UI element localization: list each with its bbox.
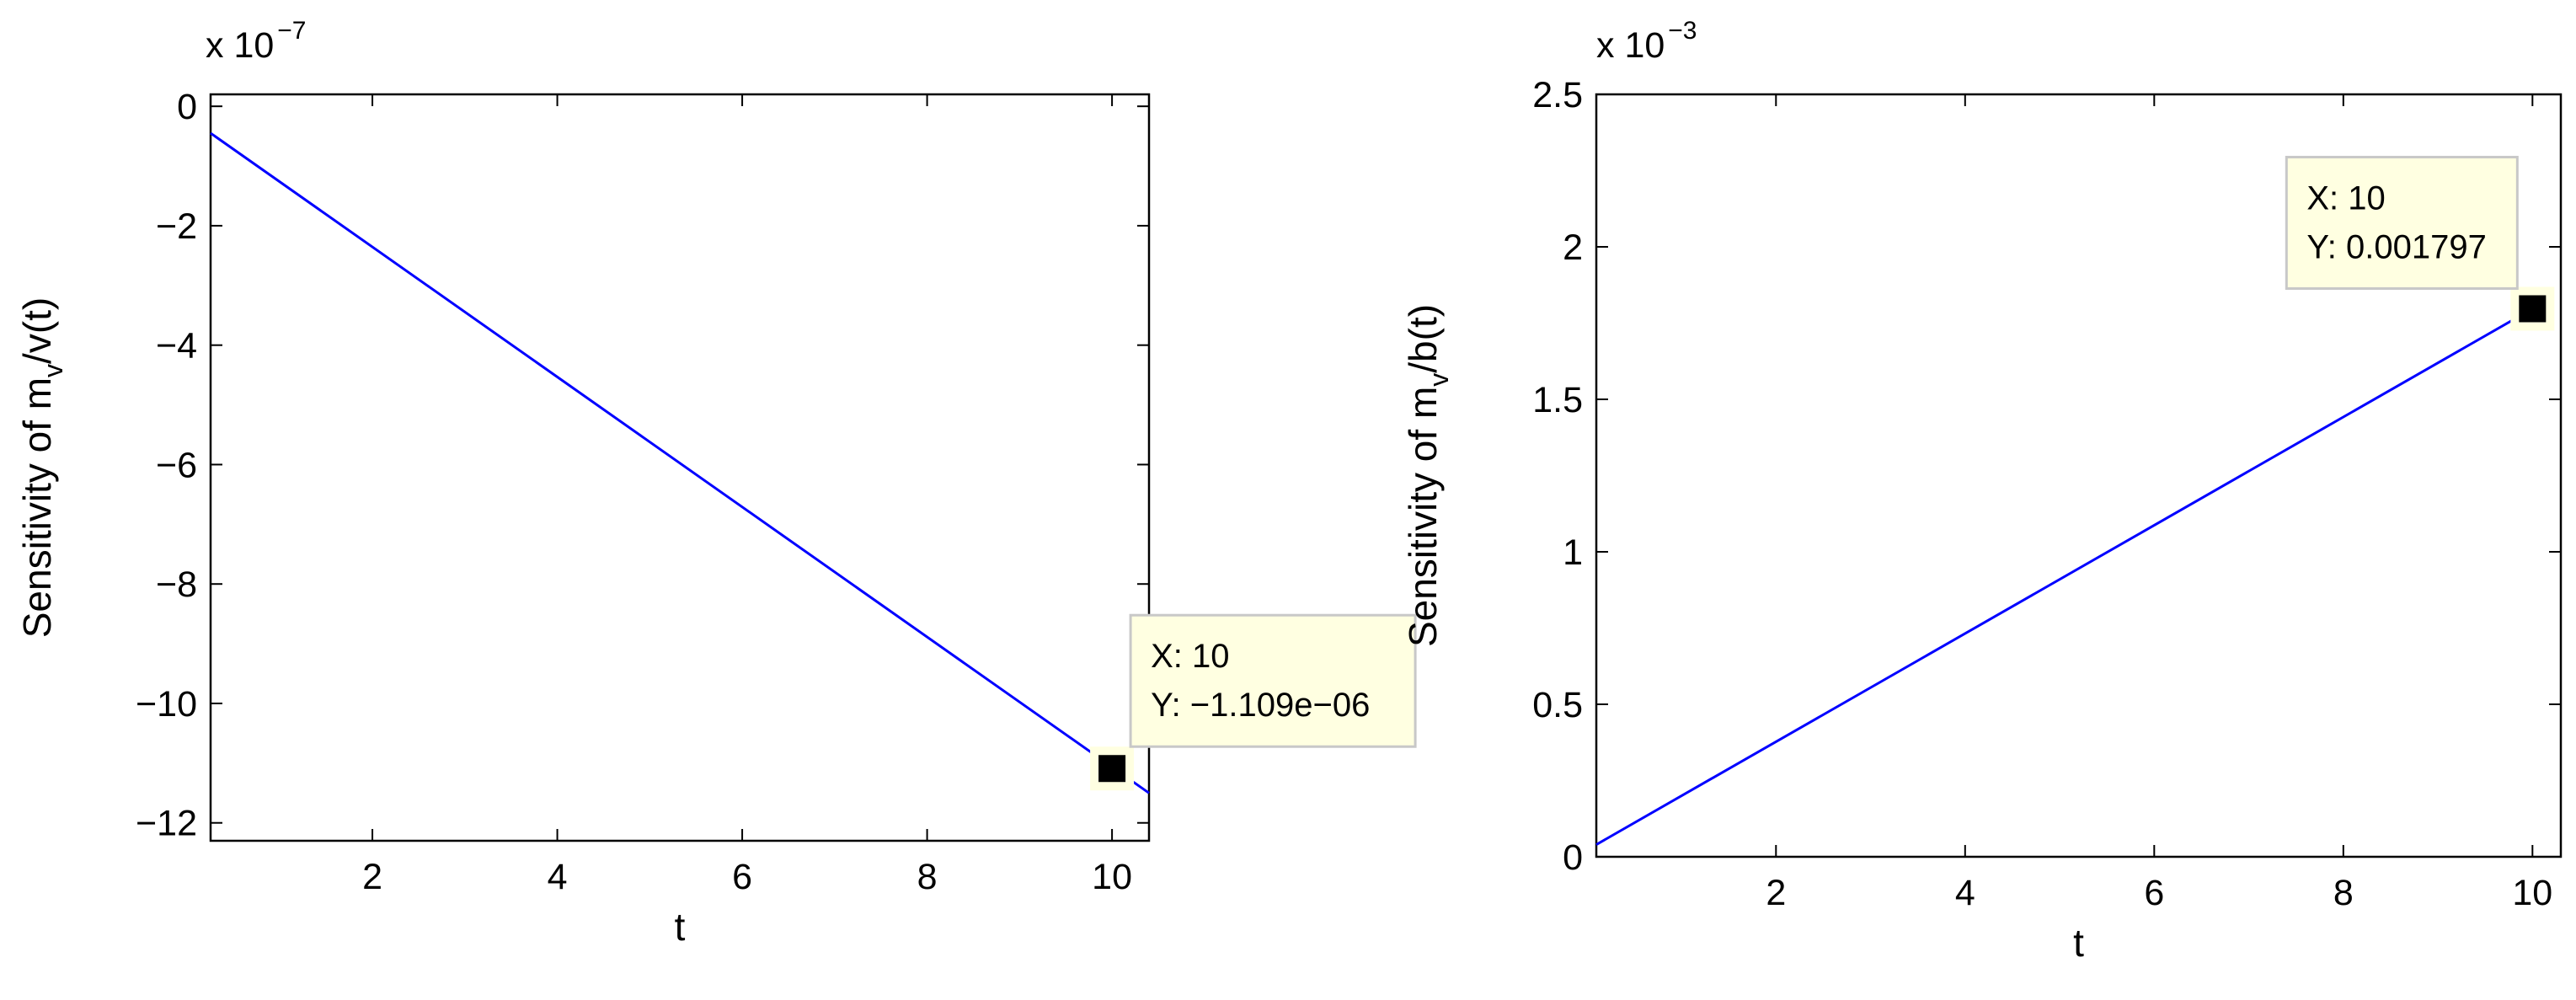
right-plot: 2 4 6 8 10 0 0.5 1 1.5 2 2.5 x 10 −3 t Sensitivity of … xyxy=(1401,17,2563,965)
y-label-subscript: v xyxy=(38,364,68,377)
x-tick-label: 6 xyxy=(2144,873,2164,913)
y-tick-label: 0 xyxy=(177,87,197,127)
y-tick-label: 0.5 xyxy=(1532,685,1583,725)
series-line xyxy=(210,131,1150,794)
x-tick-label: 6 xyxy=(732,857,752,897)
axes-box xyxy=(209,93,1151,842)
datatip-x-text: X: 10 xyxy=(1151,638,1229,675)
y-tick-label: 1.5 xyxy=(1532,380,1583,420)
axis-exponent-label: x 10 −3 xyxy=(1596,17,1697,66)
x-tick-label: 2 xyxy=(1766,873,1786,913)
x-tick-label: 4 xyxy=(1955,873,1975,913)
y-tick-label: −6 xyxy=(156,445,197,485)
axis-exponent-label: x 10 −7 xyxy=(206,17,307,66)
x-axis-label: t xyxy=(2073,921,2084,965)
exponent-prefix: x 10 xyxy=(206,25,274,66)
y-tick-label: 2 xyxy=(1563,227,1583,268)
y-tick-label: 1 xyxy=(1563,532,1583,573)
axes-box xyxy=(1595,93,2563,858)
exponent-power: −7 xyxy=(277,17,306,45)
datatip-x-text: X: 10 xyxy=(2306,179,2385,217)
datatip-marker xyxy=(2519,295,2547,323)
y-label-base: Sensitivity of m xyxy=(1401,387,1445,647)
x-tick-label: 8 xyxy=(2333,873,2354,913)
y-axis-label: Sensitivity of mv/b(t) xyxy=(1401,304,1454,647)
y-label-tail: /v(t) xyxy=(15,297,59,364)
y-label-tail: /b(t) xyxy=(1401,304,1445,373)
x-tick-label: 10 xyxy=(2512,873,2552,913)
x-tick-label: 2 xyxy=(362,857,382,897)
datatip-box xyxy=(1129,613,1417,748)
exponent-prefix: x 10 xyxy=(1596,25,1665,66)
y-axis-label: Sensitivity of mv/v(t) xyxy=(15,297,68,639)
y-tick-label: 0 xyxy=(1563,837,1583,878)
y-tick-label: 2.5 xyxy=(1532,75,1583,115)
y-label-subscript: v xyxy=(1424,373,1454,387)
y-tick-label: −2 xyxy=(156,206,197,247)
x-tick-label: 4 xyxy=(548,857,568,897)
x-tick-label: 8 xyxy=(917,857,938,897)
y-tick-label: −4 xyxy=(156,326,197,366)
y-tick-label: −10 xyxy=(136,684,197,725)
datatip-marker xyxy=(1098,755,1126,783)
left-plot: 2 4 6 8 10 −12 −10 −8 −6 −4 −2 0x 10 −7 t Sensitivity … xyxy=(15,17,1417,949)
x-axis-label: t xyxy=(675,905,686,949)
y-tick-label: −12 xyxy=(136,804,197,844)
x-tick-label: 10 xyxy=(1092,857,1132,897)
datatip-y-text: Y: −1.109e−06 xyxy=(1151,687,1370,724)
datatip-y-text: Y: 0.001797 xyxy=(2306,228,2487,265)
y-label-base: Sensitivity of m xyxy=(15,377,59,638)
exponent-power: −3 xyxy=(1668,17,1697,45)
y-tick-label: −8 xyxy=(156,564,197,605)
series-line xyxy=(1595,307,2534,846)
datatip-box xyxy=(2285,155,2519,290)
